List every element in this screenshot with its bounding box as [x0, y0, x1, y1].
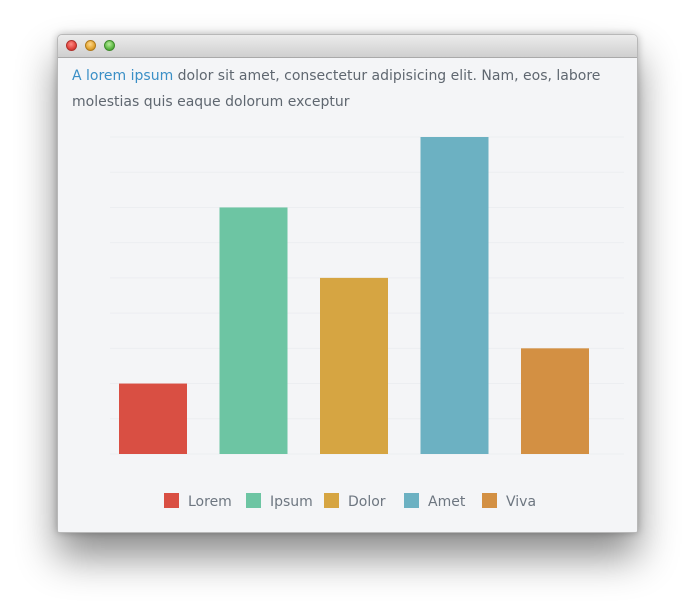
bar-dolor[interactable] [320, 277, 388, 454]
legend-swatch-dolor [324, 493, 339, 508]
legend-label-dolor: Dolor [348, 494, 386, 510]
legend-swatch-lorem [164, 493, 179, 508]
app-window: A lorem ipsum dolor sit amet, consectetu… [57, 34, 638, 533]
bar-viva[interactable] [521, 348, 589, 454]
maximize-icon[interactable] [104, 40, 115, 51]
intro-link[interactable]: A lorem ipsum [72, 68, 174, 84]
legend-swatch-viva [482, 493, 497, 508]
bar-lorem[interactable] [119, 383, 187, 454]
minimize-icon[interactable] [85, 40, 96, 51]
legend-swatch-amet [404, 493, 419, 508]
close-icon[interactable] [66, 40, 77, 51]
intro-paragraph: A lorem ipsum dolor sit amet, consectetu… [72, 63, 624, 115]
legend-label-lorem: Lorem [188, 494, 232, 510]
legend-label-viva: Viva [506, 494, 536, 510]
bar-amet[interactable] [420, 137, 489, 454]
title-bar[interactable] [58, 35, 637, 58]
legend-label-ipsum: Ipsum [270, 494, 313, 510]
bar-chart: Lorem Ipsum Dolor Amet Viva [110, 136, 624, 510]
legend-label-amet: Amet [428, 494, 466, 510]
chart-legend: Lorem Ipsum Dolor Amet Viva [164, 493, 536, 510]
intro-body-text: dolor sit amet, consectetur adipisicing … [72, 68, 601, 110]
chart-bars [119, 137, 589, 454]
legend-swatch-ipsum [246, 493, 261, 508]
bar-ipsum[interactable] [219, 207, 288, 454]
